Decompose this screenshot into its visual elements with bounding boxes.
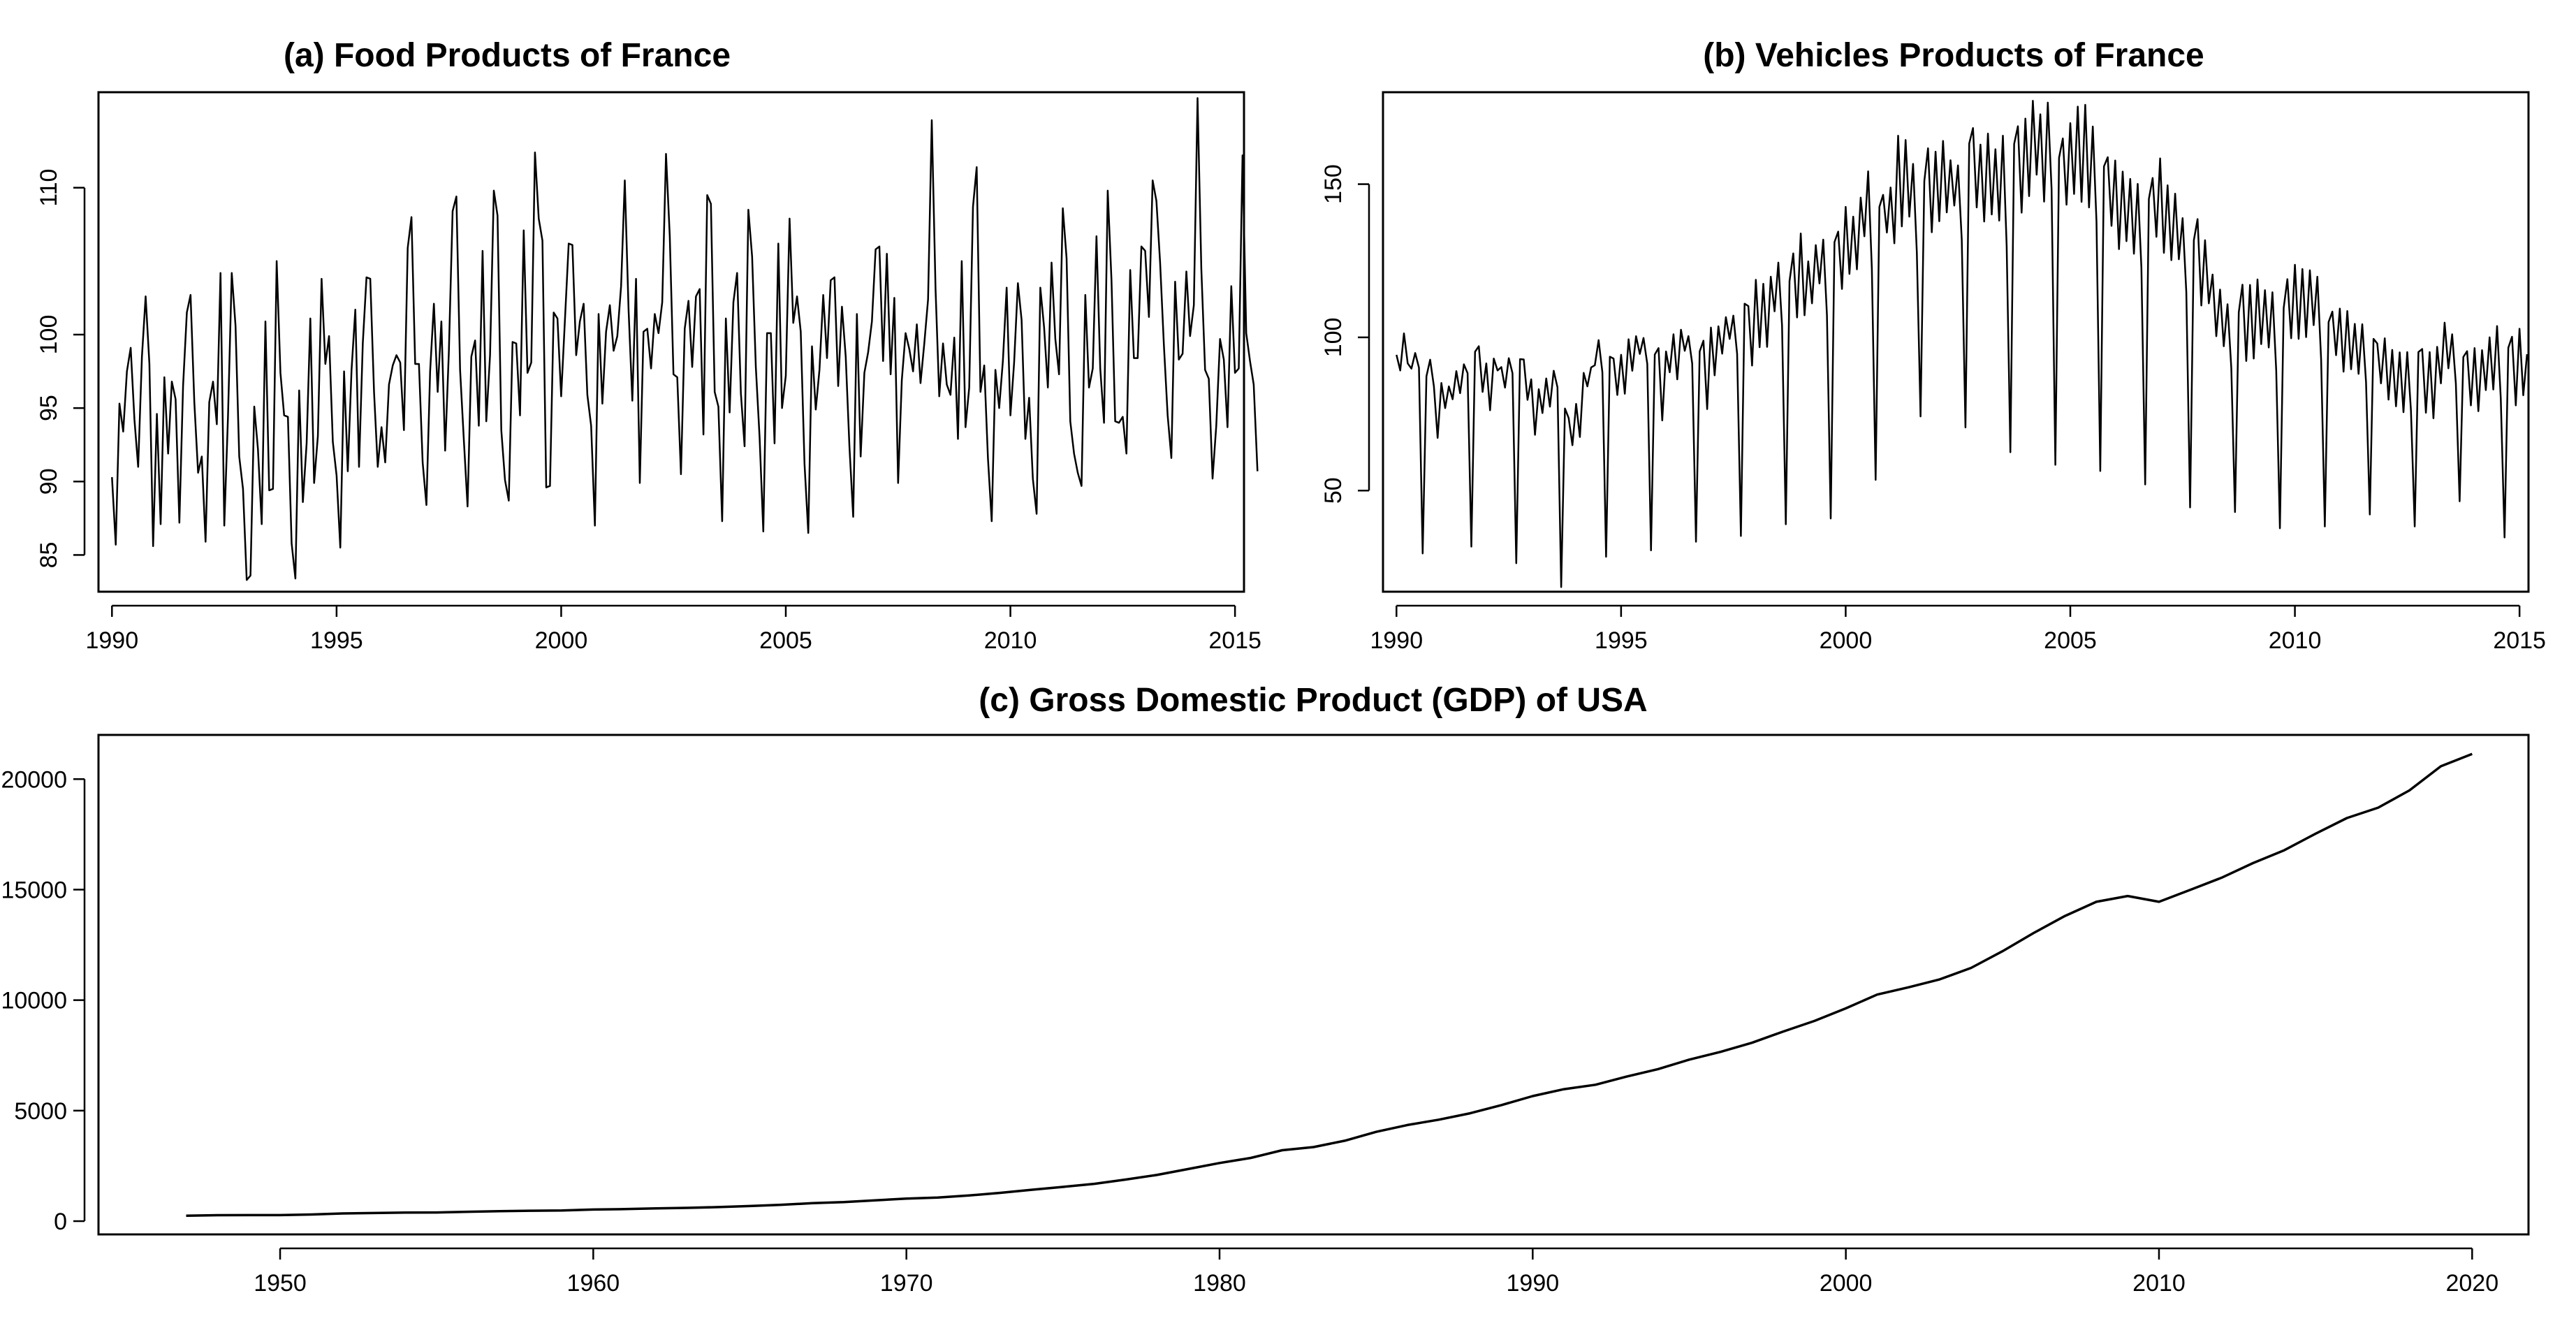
x-tick-label-vehicles: 2000 <box>1820 627 1873 654</box>
y-tick-label-vehicles: 100 <box>1320 318 1347 358</box>
plot-frame-vehicles <box>1382 91 2530 593</box>
y-tick-label-vehicles: 150 <box>1320 164 1347 204</box>
x-tick-label-vehicles: 1990 <box>1370 627 1423 654</box>
x-tick-label-food: 1990 <box>85 627 138 654</box>
x-tick-label-gdp: 1950 <box>254 1270 307 1297</box>
x-tick-label-food: 2015 <box>1208 627 1261 654</box>
y-tick-label-food: 90 <box>36 468 62 495</box>
y-tick-label-food: 85 <box>36 542 62 569</box>
y-axis-food: 85 90 95 100 110 <box>36 169 86 569</box>
y-axis-vehicles: 50 100 150 <box>1320 164 1370 504</box>
x-tick-label-gdp: 1980 <box>1193 1270 1246 1297</box>
x-tick-label-food: 2010 <box>984 627 1037 654</box>
x-tick-label-gdp: 2020 <box>2445 1270 2498 1297</box>
series-line-vehicles-0 <box>1396 100 2529 588</box>
plot-frame-food <box>97 91 1245 593</box>
x-axis-gdp: 1950 1960 1970 1980 1990 2000 2010 2020 <box>254 1247 2498 1297</box>
y-tick-label-food: 110 <box>36 169 62 207</box>
y-tick-label-gdp: 5000 <box>14 1098 67 1125</box>
x-tick-label-vehicles: 2010 <box>2269 627 2322 654</box>
x-tick-label-gdp: 1990 <box>1507 1270 1560 1297</box>
chart-title-food: (a) Food Products of France <box>284 37 731 74</box>
series-line-gdp-0 <box>186 752 2473 1218</box>
chart-title-gdp: (c) Gross Domestic Product (GDP) of USA <box>979 682 1647 719</box>
panel-food-products: (a) Food Products of France 1990 1995 2000… <box>36 37 1261 654</box>
x-tick-label-gdp: 1960 <box>567 1270 620 1297</box>
series-layer-gdp <box>186 752 2473 1218</box>
y-tick-label-food: 100 <box>36 315 62 355</box>
x-tick-label-food: 2000 <box>535 627 588 654</box>
y-axis-gdp: 0 5000 10000 15000 20000 <box>1 766 86 1235</box>
y-tick-label-food: 95 <box>36 395 62 421</box>
y-tick-label-gdp: 20000 <box>1 766 67 793</box>
x-axis-food: 1990 1995 2000 2005 2010 2015 <box>85 604 1261 654</box>
x-tick-label-vehicles: 2005 <box>2044 627 2097 654</box>
panel-gdp-usa: (c) Gross Domestic Product (GDP) of USA … <box>1 682 2530 1297</box>
x-tick-label-vehicles: 2015 <box>2493 627 2546 654</box>
series-line-food-0 <box>111 97 1259 581</box>
x-tick-label-gdp: 1970 <box>880 1270 933 1297</box>
panel-vehicles-products: (b) Vehicles Products of France 1990 1995… <box>1320 37 2546 654</box>
x-tick-label-gdp: 2000 <box>1820 1270 1873 1297</box>
series-layer-vehicles <box>1396 100 2529 588</box>
series-layer-food <box>111 97 1259 581</box>
x-tick-label-gdp: 2010 <box>2132 1270 2186 1297</box>
chart-title-vehicles: (b) Vehicles Products of France <box>1703 37 2204 74</box>
x-axis-vehicles: 1990 1995 2000 2005 2010 2015 <box>1370 604 2546 654</box>
y-tick-label-gdp: 15000 <box>1 877 67 903</box>
x-tick-label-vehicles: 1995 <box>1595 627 1648 654</box>
y-tick-label-gdp: 10000 <box>1 988 67 1014</box>
plot-frame-gdp <box>97 734 2530 1236</box>
x-tick-label-food: 1995 <box>310 627 363 654</box>
y-tick-label-vehicles: 50 <box>1320 477 1347 504</box>
x-tick-label-food: 2005 <box>759 627 812 654</box>
y-tick-label-gdp: 0 <box>54 1209 67 1235</box>
